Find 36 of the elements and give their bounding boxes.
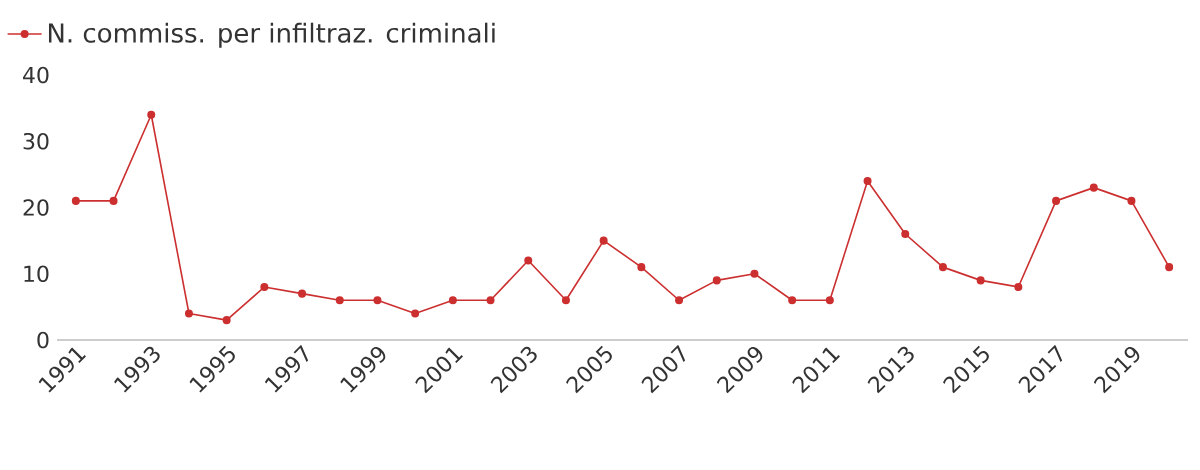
- point: [825, 296, 834, 305]
- point: [863, 177, 872, 185]
- point: [71, 196, 80, 205]
- y-tick-label: 10: [24, 265, 49, 283]
- point: [788, 296, 797, 305]
- y-tick-label: 30: [23, 132, 49, 150]
- point: [222, 316, 231, 325]
- point: [1052, 196, 1061, 205]
- point: [184, 309, 193, 318]
- y-tick-label: 40: [23, 66, 49, 84]
- point: [335, 296, 344, 305]
- point: [1014, 283, 1023, 291]
- point: [712, 276, 721, 285]
- point: [1165, 263, 1174, 272]
- point: [637, 263, 646, 272]
- point: [260, 283, 269, 291]
- point: [411, 309, 420, 318]
- point: [938, 263, 947, 272]
- point: [373, 296, 382, 305]
- point: [298, 289, 307, 298]
- y-tick-label: 20: [23, 199, 49, 216]
- point: [448, 296, 457, 305]
- point: [1127, 196, 1136, 205]
- point: [901, 230, 910, 238]
- point: [524, 256, 533, 265]
- y-tick-label: 0: [37, 331, 49, 349]
- point: [147, 110, 156, 119]
- point: [486, 296, 495, 305]
- point: [750, 269, 759, 278]
- point: [109, 196, 118, 205]
- point: [675, 296, 684, 305]
- legend-label: N. commiss. per infiltraz. criminali: [48, 22, 495, 48]
- point: [976, 276, 985, 285]
- point: [599, 236, 608, 245]
- point: [1089, 183, 1098, 192]
- point: [561, 296, 570, 305]
